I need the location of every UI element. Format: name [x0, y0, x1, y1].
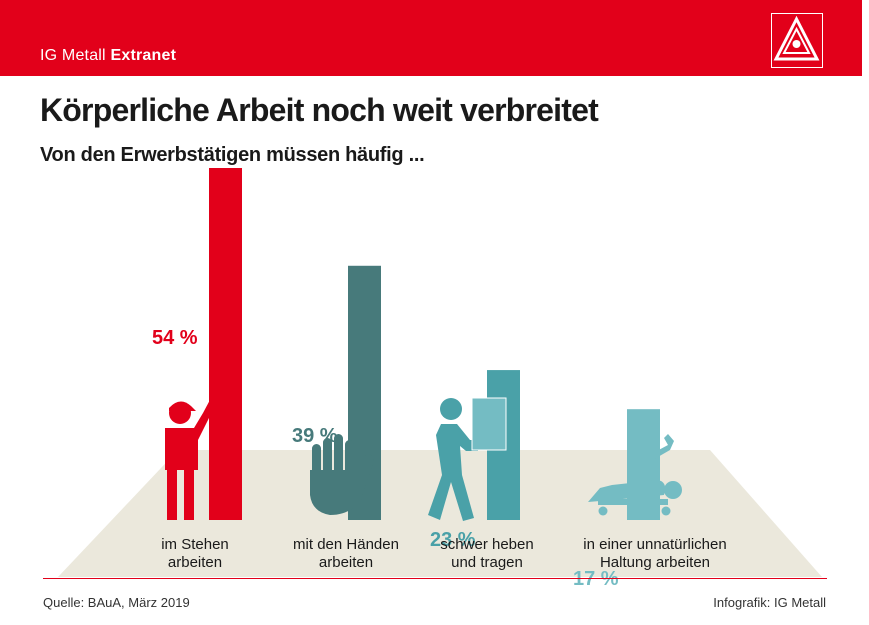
carrying-box-icon [428, 397, 507, 521]
footer-rule [43, 578, 827, 579]
brand-bold: Extranet [110, 47, 177, 64]
value-label: 39 % [292, 425, 338, 447]
brand: IG Metall Extranet [40, 47, 176, 65]
standing-worker-icon [165, 398, 217, 520]
credit-note: Infografik: IG Metall [713, 595, 826, 610]
hand-icon [310, 434, 374, 515]
category-label: schwer heben und tragen [440, 536, 534, 571]
category-label: in einer unnatürlichen Haltung arbeiten [583, 536, 727, 571]
ig-metall-logo-icon [771, 13, 823, 68]
value-label: 54 % [152, 327, 198, 349]
chart-title: Körperliche Arbeit noch weit verbreitet [40, 92, 599, 128]
brand-prefix: IG Metall [40, 47, 106, 64]
category-label: mit den Händen arbeiten [293, 536, 399, 571]
value-label: 17 % [573, 568, 619, 590]
lying-worker-wrench-icon [588, 434, 682, 516]
category-label: im Stehen arbeiten [161, 536, 229, 571]
bar [209, 168, 242, 520]
header-banner: IG Metall Extranet [0, 0, 862, 76]
source-note: Quelle: BAuA, März 2019 [43, 595, 190, 610]
chart-subtitle: Von den Erwerbstätigen müssen häufig ... [40, 144, 425, 166]
value-label: 23 % [430, 529, 476, 551]
